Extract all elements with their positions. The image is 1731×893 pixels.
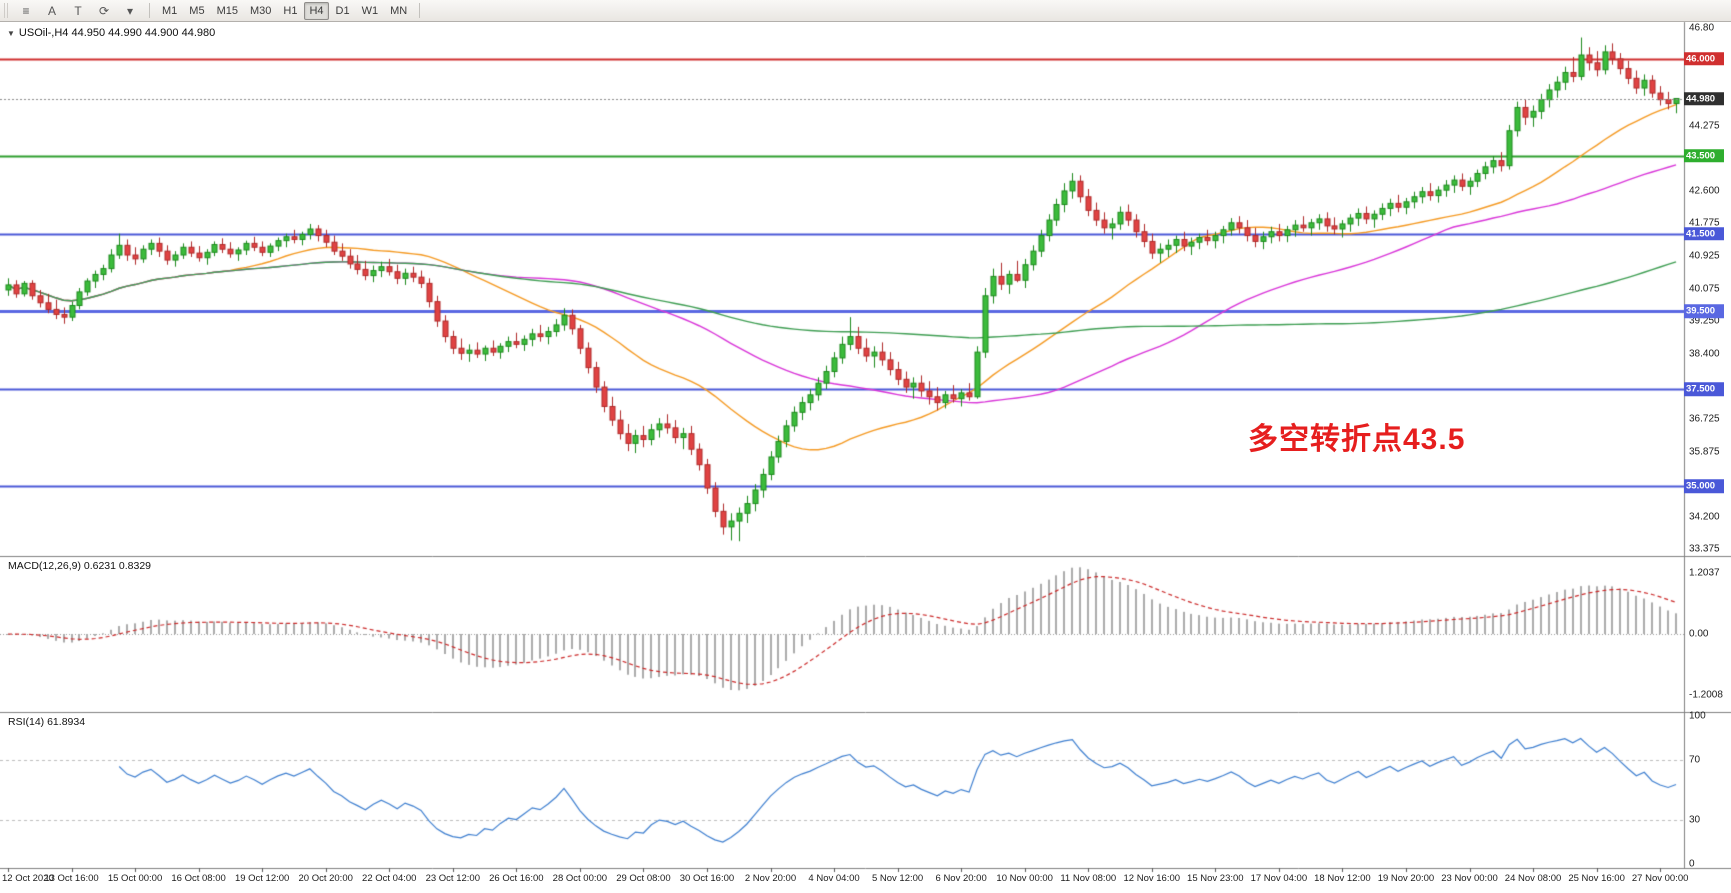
dropdown-caret-icon[interactable]: ▾: [126, 3, 134, 18]
text-label-icon[interactable]: T: [74, 3, 82, 18]
macd-panel[interactable]: [0, 556, 1684, 712]
timeframe-button-m1[interactable]: M1: [162, 4, 178, 17]
timeframe-button-m5[interactable]: M5: [189, 4, 205, 17]
toolbar-drag-handle[interactable]: [4, 3, 8, 18]
toolbar-separator: [149, 3, 150, 18]
timeframe-button-group: M1 M5 M15 M30 H1 H4 D1 W1 MN: [156, 1, 413, 20]
main-chart-panel[interactable]: [0, 22, 1684, 556]
timeframe-button-d1[interactable]: D1: [335, 4, 350, 17]
toolbar-icon-group: ≡ A T ⟳ ▾: [13, 2, 143, 20]
charts-list-icon[interactable]: ≡: [22, 3, 30, 18]
expand-caret-icon[interactable]: ▼: [7, 28, 15, 38]
toolbar: ≡ A T ⟳ ▾ M1 M5 M15 M30 H1 H4 D1 W1 MN: [0, 0, 1731, 22]
macd-indicator-label: MACD(12,26,9) 0.6231 0.8329: [8, 560, 152, 572]
timeframe-button-w1[interactable]: W1: [361, 4, 379, 17]
timeframe-button-mn[interactable]: MN: [390, 4, 408, 17]
price-axis[interactable]: [1684, 22, 1731, 868]
symbol-ohlc-line: ▼ USOil-,H4 44.950 44.990 44.900 44.980: [7, 27, 215, 39]
time-axis[interactable]: [0, 868, 1684, 893]
symbol-ohlc-text: USOil-,H4 44.950 44.990 44.900 44.980: [18, 27, 216, 39]
cycle-timeframes-icon[interactable]: ⟳: [98, 3, 110, 18]
toolbar-separator: [419, 3, 421, 18]
cursor-mode-icon[interactable]: A: [47, 3, 56, 18]
timeframe-button-m15[interactable]: M15: [216, 4, 238, 17]
timeframe-button-m30[interactable]: M30: [249, 4, 272, 17]
rsi-panel[interactable]: [0, 712, 1684, 868]
timeframe-button-h1[interactable]: H1: [283, 4, 298, 17]
chart-annotation-text: 多空转折点43.5: [1248, 423, 1466, 456]
timeframe-button-h4[interactable]: H4: [304, 1, 329, 20]
rsi-indicator-label: RSI(14) 61.8934: [8, 716, 86, 728]
